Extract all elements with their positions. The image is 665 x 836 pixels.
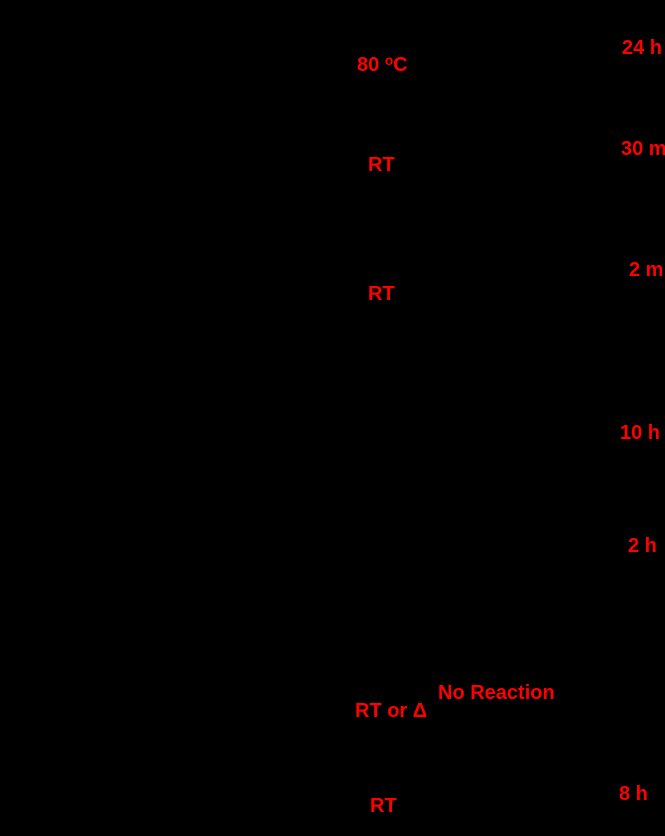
- time-30m: 30 m: [621, 138, 665, 160]
- time-24h: 24 h: [622, 37, 663, 59]
- condition-80c: 80 oC: [357, 52, 408, 76]
- condition-rt-3: RT: [370, 795, 397, 817]
- time-10h: 10 h: [620, 422, 661, 444]
- time-2m: 2 m: [629, 259, 664, 281]
- condition-rt-1: RT: [368, 154, 395, 176]
- no-reaction-label: No Reaction: [438, 682, 555, 704]
- superscript-degree: o: [384, 52, 394, 68]
- time-2h: 2 h: [628, 535, 657, 557]
- condition-rt-or-delta: RT or Δ: [355, 700, 428, 722]
- condition-rt-2: RT: [368, 283, 395, 305]
- time-8h: 8 h: [619, 783, 648, 805]
